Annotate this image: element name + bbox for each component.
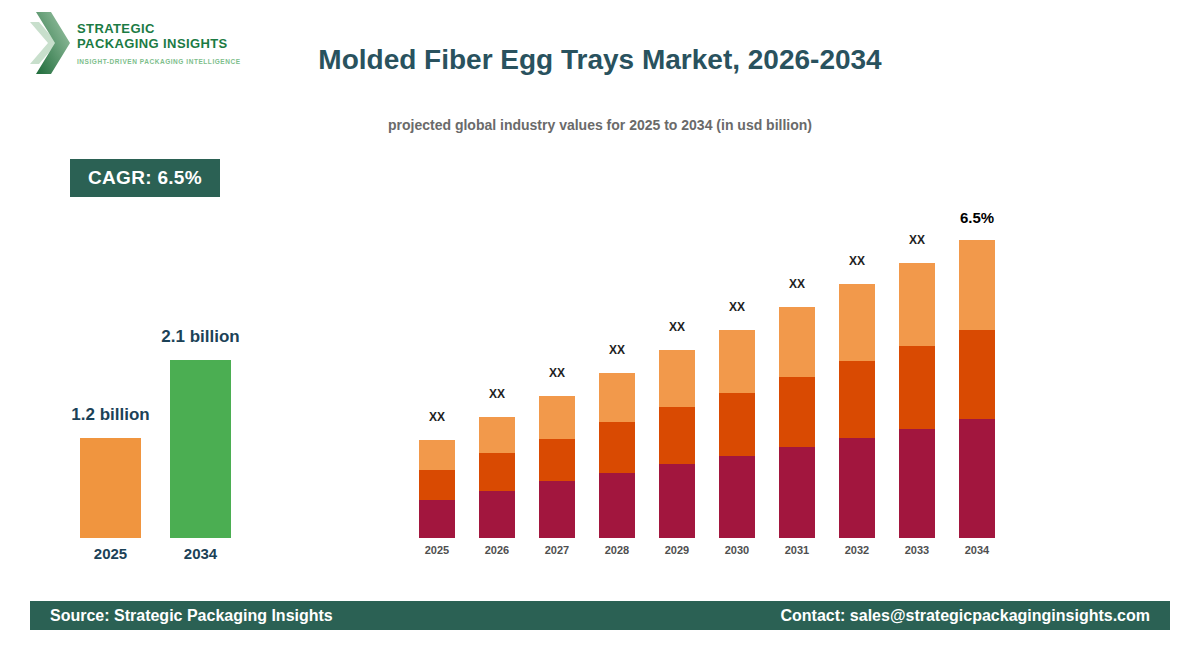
bar-value-label: XX xyxy=(789,277,805,291)
cagr-badge: CAGR: 6.5% xyxy=(70,159,220,197)
segment-middle xyxy=(959,330,995,419)
stacked-bar-2030 xyxy=(719,330,755,538)
footer-contact: Contact: sales@strategicpackaginginsight… xyxy=(781,607,1150,625)
bar-group-2027: XX 2027 xyxy=(539,366,575,563)
bar-group-2033: XX 2033 xyxy=(899,233,935,563)
segment-bottom xyxy=(899,429,935,538)
bar-group-2026: XX 2026 xyxy=(479,387,515,563)
bar-value-label: 2.1 billion xyxy=(161,327,239,347)
bar-value-label: XX xyxy=(429,410,445,424)
segment-bottom xyxy=(419,500,455,538)
segment-top xyxy=(959,240,995,330)
page-title: Molded Fiber Egg Trays Market, 2026-2034 xyxy=(0,44,1200,76)
segment-top xyxy=(899,263,935,346)
x-axis-label: 2027 xyxy=(545,538,569,563)
x-axis-label: 2025 xyxy=(425,538,449,563)
projection-chart: XX 2025 XX 2026 XX 2027 XX 2028 XX 2029 XX 2030 XX 20… xyxy=(419,185,995,563)
bar-group-2025: 1.2 billion2025 xyxy=(80,405,141,563)
stacked-bar-2029 xyxy=(659,350,695,538)
segment-bottom xyxy=(599,473,635,538)
infographic: STRATEGIC PACKAGING INSIGHTS INSIGHT-DRI… xyxy=(0,0,1200,650)
bar-value-label: XX xyxy=(729,300,745,314)
page-subtitle: projected global industry values for 202… xyxy=(0,117,1200,133)
segment-middle xyxy=(479,453,515,491)
stacked-bar-2034 xyxy=(959,240,995,538)
segment-bottom xyxy=(719,456,755,538)
segment-middle xyxy=(659,407,695,464)
segment-top xyxy=(839,284,875,361)
footer-source: Source: Strategic Packaging Insights xyxy=(50,607,333,625)
bar-value-label: XX xyxy=(549,366,565,380)
bar-group-2025: XX 2025 xyxy=(419,410,455,563)
stacked-bar-2033 xyxy=(899,263,935,538)
x-axis-label: 2032 xyxy=(845,538,869,563)
stacked-bar-2025 xyxy=(419,440,455,538)
segment-top xyxy=(719,330,755,393)
segment-middle xyxy=(899,346,935,429)
bar-value-label: XX xyxy=(669,320,685,334)
segment-middle xyxy=(419,470,455,500)
bar-2034 xyxy=(170,360,231,538)
stacked-bar-2028 xyxy=(599,373,635,538)
segment-top xyxy=(599,373,635,422)
bar-group-2030: XX 2030 xyxy=(719,300,755,563)
segment-middle xyxy=(719,393,755,456)
segment-middle xyxy=(839,361,875,438)
segment-bottom xyxy=(839,438,875,538)
bar-value-label: XX xyxy=(849,254,865,268)
bar-group-2029: XX 2029 xyxy=(659,320,695,563)
bar-value-label: XX xyxy=(489,387,505,401)
x-axis-label: 2028 xyxy=(605,538,629,563)
segment-bottom xyxy=(539,481,575,538)
bar-value-label: 1.2 billion xyxy=(71,405,149,425)
segment-middle xyxy=(599,422,635,473)
stacked-bar-2026 xyxy=(479,417,515,538)
x-axis-label: 2033 xyxy=(905,538,929,563)
segment-top xyxy=(479,417,515,453)
bar-group-2034: 6.5% 2034 xyxy=(959,209,995,563)
bar-group-2028: XX 2028 xyxy=(599,343,635,563)
x-axis-label: 2034 xyxy=(184,538,217,563)
stacked-bar-2031 xyxy=(779,307,815,538)
segment-top xyxy=(419,440,455,470)
segment-middle xyxy=(779,377,815,447)
footer-bar: Source: Strategic Packaging Insights Con… xyxy=(30,601,1170,630)
brand-name-line1: STRATEGIC xyxy=(77,21,241,36)
bar-group-2034: 2.1 billion2034 xyxy=(170,327,231,563)
bar-value-label: XX xyxy=(609,343,625,357)
segment-middle xyxy=(539,439,575,481)
x-axis-label: 2031 xyxy=(785,538,809,563)
comparison-chart: 1.2 billion2025 2.1 billion2034 xyxy=(80,315,231,563)
x-axis-label: 2034 xyxy=(965,538,989,563)
bar-fill xyxy=(170,360,231,538)
segment-top xyxy=(779,307,815,377)
bar-fill xyxy=(80,438,141,538)
segment-bottom xyxy=(479,491,515,538)
stacked-bar-2032 xyxy=(839,284,875,538)
segment-bottom xyxy=(659,464,695,538)
x-axis-label: 2029 xyxy=(665,538,689,563)
segment-top xyxy=(539,396,575,439)
stacked-bar-2027 xyxy=(539,396,575,538)
bar-2025 xyxy=(80,438,141,538)
segment-bottom xyxy=(779,447,815,538)
x-axis-label: 2030 xyxy=(725,538,749,563)
bar-group-2032: XX 2032 xyxy=(839,254,875,563)
bar-value-label: XX xyxy=(909,233,925,247)
bar-value-label: 6.5% xyxy=(960,209,994,226)
segment-bottom xyxy=(959,419,995,538)
x-axis-label: 2025 xyxy=(94,538,127,563)
bar-group-2031: XX 2031 xyxy=(779,277,815,563)
x-axis-label: 2026 xyxy=(485,538,509,563)
segment-top xyxy=(659,350,695,407)
